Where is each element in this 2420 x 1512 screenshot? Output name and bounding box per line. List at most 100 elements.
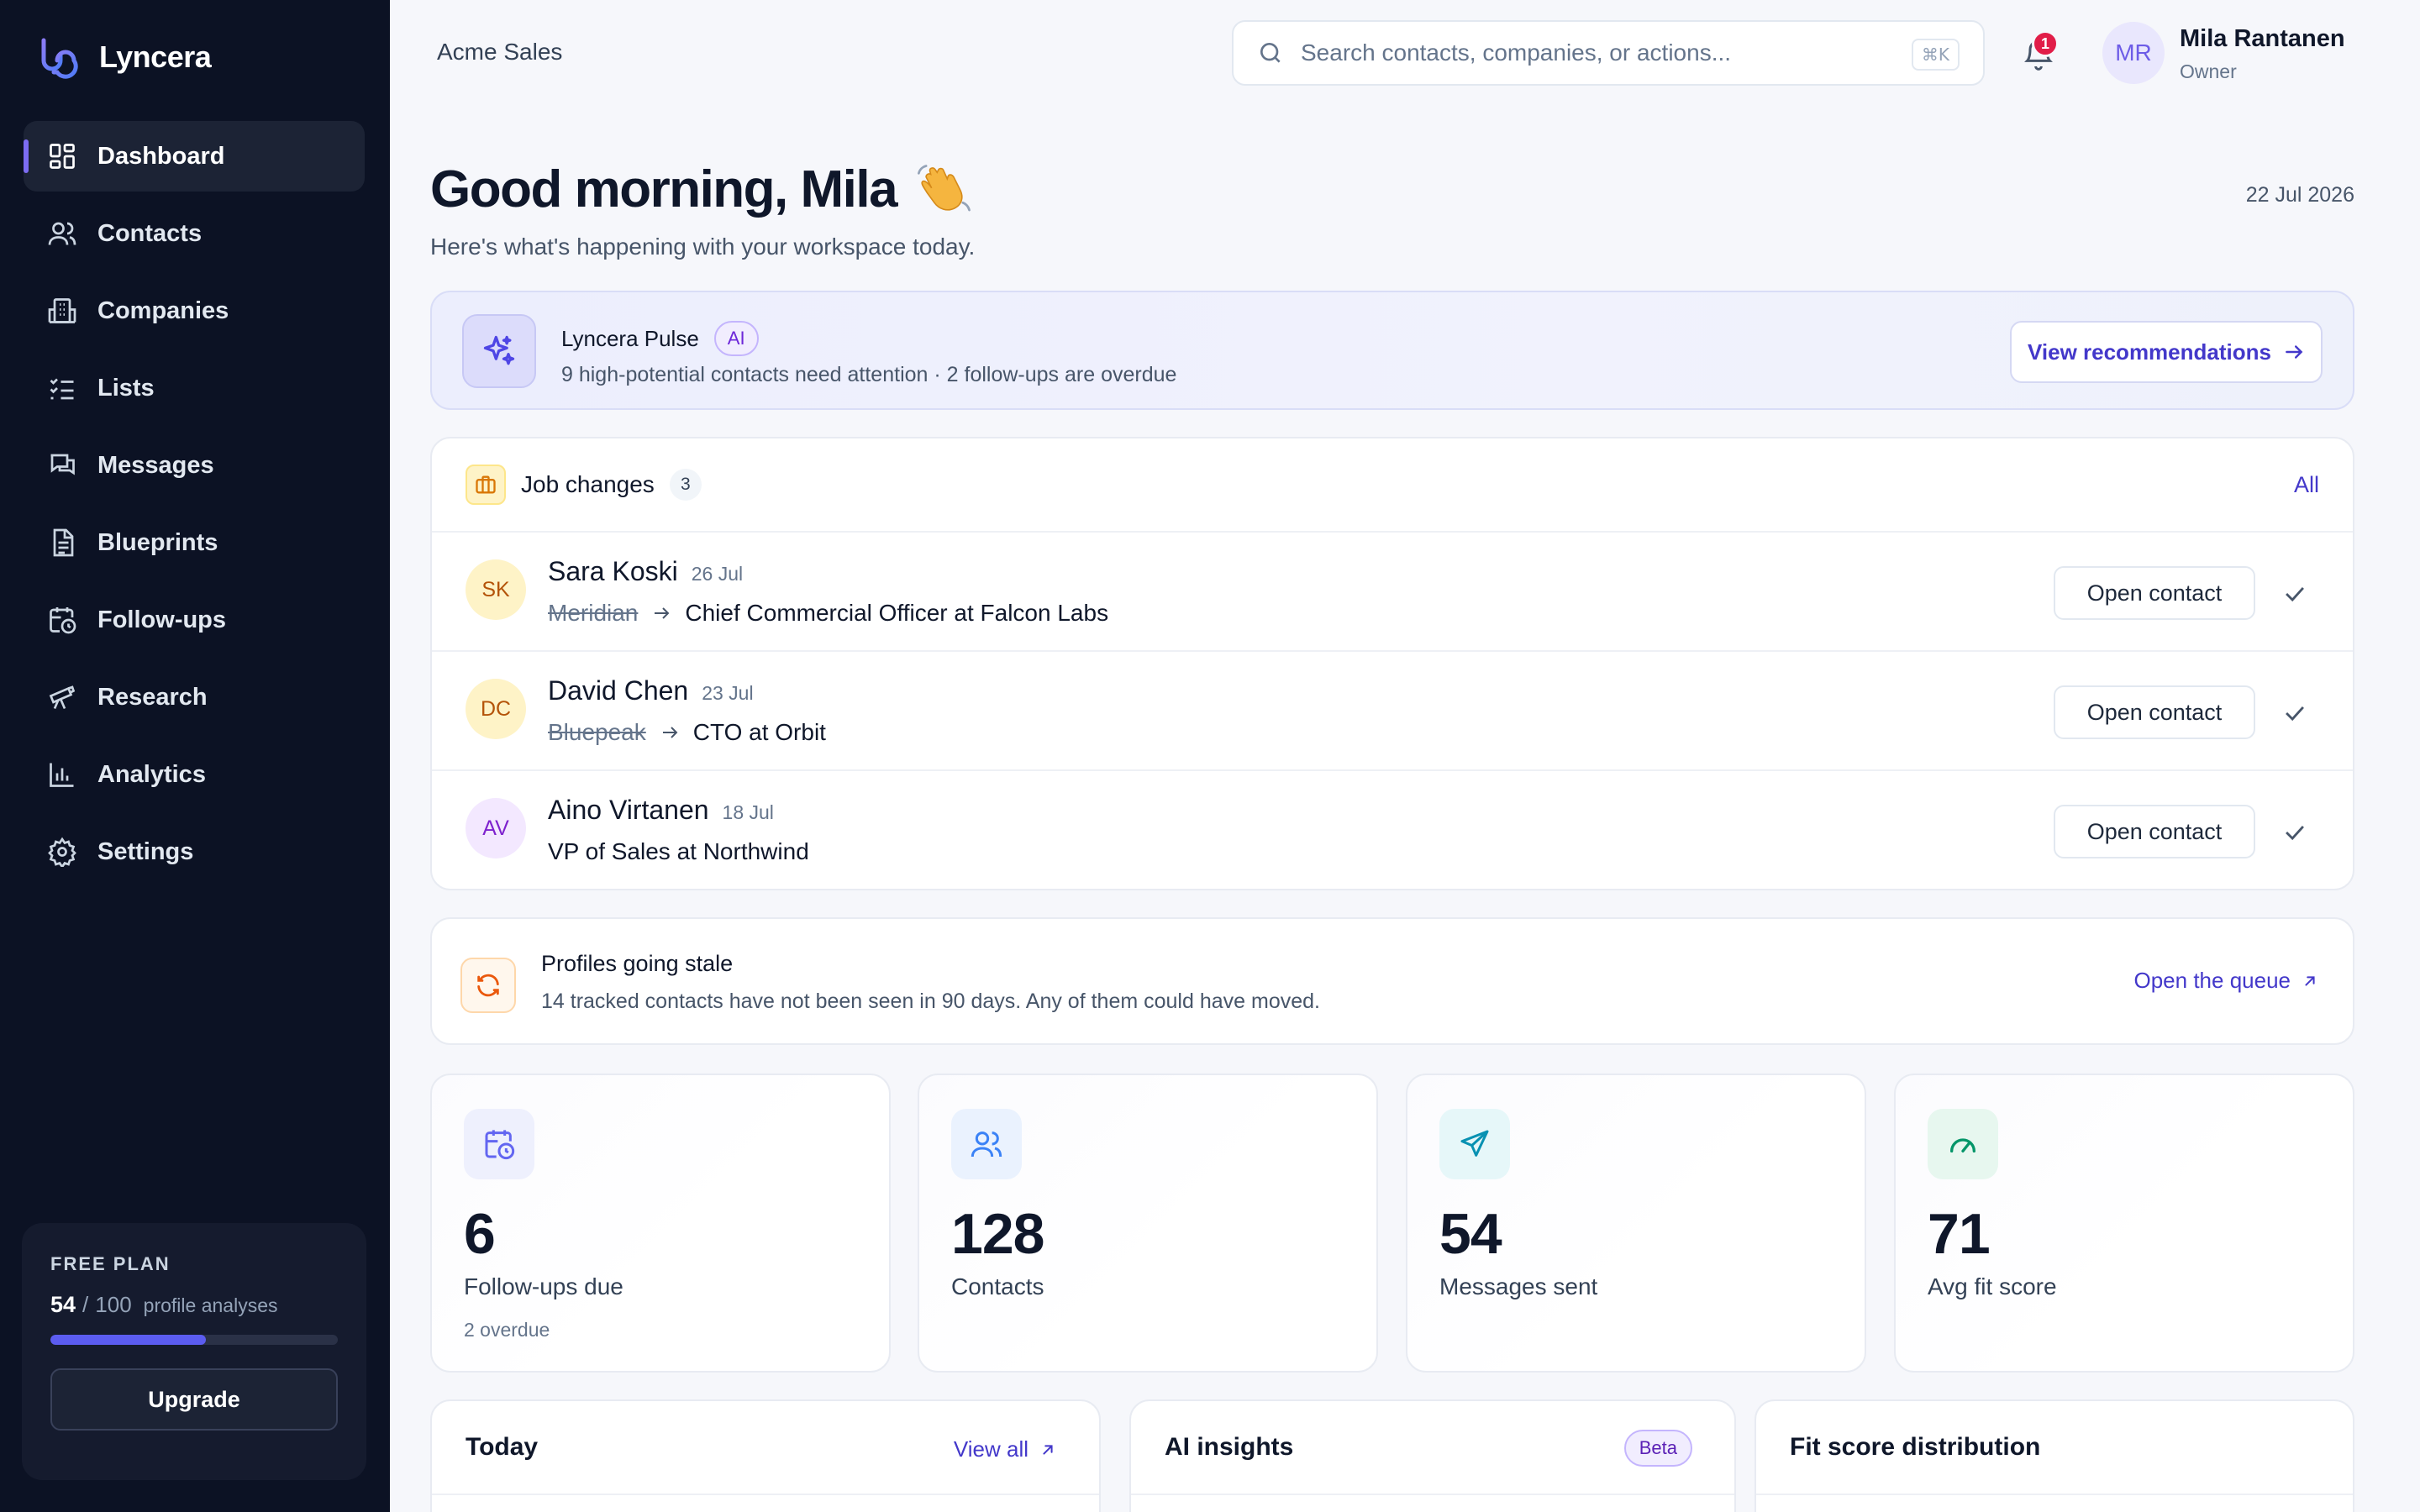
fit-score-panel: Fit score distribution (1754, 1399, 2354, 1512)
job-change-detail: Bluepeak CTO at Orbit (548, 719, 826, 746)
current-date: 22 Jul 2026 (2245, 183, 2354, 207)
telescope-icon (49, 685, 76, 710)
job-changes-all-link[interactable]: All (2293, 472, 2319, 497)
view-all-link[interactable]: View all (954, 1436, 1057, 1462)
ai-insights-panel: AI insights Beta (1129, 1399, 1736, 1512)
pulse-title: Lyncera Pulse AI (561, 321, 759, 356)
contact-name-text[interactable]: David Chen (548, 675, 689, 706)
stat-card-messages-sent[interactable]: 54 Messages sent (1406, 1074, 1866, 1373)
plan-progress-bar (50, 1335, 338, 1345)
pulse-title-text: Lyncera Pulse (561, 325, 699, 351)
search-input[interactable]: Search contacts, companies, or actions..… (1232, 20, 1985, 86)
open-queue-link[interactable]: Open the queue (2134, 968, 2320, 994)
stale-title: Profiles going stale (541, 951, 734, 976)
sidebar-item-label: Research (97, 683, 208, 711)
plan-card: FREE PLAN 54 / 100 profile analyses Upgr… (22, 1223, 366, 1480)
page-subtitle: Here's what's happening with your worksp… (430, 234, 976, 260)
contact-name: David Chen 23 Jul (548, 675, 754, 706)
stat-value: 71 (1928, 1202, 1991, 1266)
arrow-up-right-icon (1043, 1444, 1053, 1455)
plan-used: 54 (50, 1292, 76, 1317)
check-icon[interactable] (2281, 699, 2309, 727)
stat-label: Avg fit score (1928, 1273, 2057, 1299)
plan-limit: 100 (95, 1292, 132, 1317)
stat-value: 54 (1439, 1202, 1502, 1266)
notification-badge: 1 (2032, 30, 2059, 57)
plan-usage: 54 / 100 profile analyses (50, 1292, 338, 1318)
plan-progress-fill (50, 1335, 206, 1345)
sidebar-nav: Dashboard Contacts Companies Lists Messa… (24, 121, 365, 894)
beta-badge: Beta (1623, 1430, 1692, 1467)
gear-icon (48, 837, 76, 867)
sidebar-item-analytics[interactable]: Analytics (24, 739, 365, 810)
divider (1131, 1494, 1734, 1495)
job-change-detail: Meridian Chief Commercial Officer at Fal… (548, 600, 1108, 627)
users-icon (951, 1109, 1022, 1179)
divider (1756, 1494, 2353, 1495)
document-icon (53, 528, 74, 557)
avatar: AV (466, 798, 526, 858)
divider (432, 1494, 1099, 1495)
stat-card-follow-ups[interactable]: 6 Follow-ups due 2 overdue (430, 1074, 891, 1373)
sidebar-item-messages[interactable]: Messages (24, 430, 365, 501)
sidebar-item-settings[interactable]: Settings (24, 816, 365, 887)
upgrade-button[interactable]: Upgrade (50, 1368, 338, 1431)
sidebar-item-label: Messages (97, 451, 214, 479)
shortcut-hint: ⌘K (1911, 39, 1960, 71)
gauge-icon (1928, 1109, 1998, 1179)
brand[interactable]: Lyncera (37, 34, 212, 81)
stat-card-fit-score[interactable]: 71 Avg fit score (1894, 1074, 2354, 1373)
check-icon[interactable] (2281, 818, 2309, 847)
pulse-banner: Lyncera Pulse AI 9 high-potential contac… (430, 291, 2354, 410)
grid-icon (50, 144, 75, 169)
calendar-clock-icon (464, 1109, 534, 1179)
ai-insights-title: AI insights (1165, 1433, 1294, 1461)
avatar[interactable]: MR (2102, 22, 2165, 84)
user-role: Owner (2180, 60, 2237, 82)
contact-name: Aino Virtanen 18 Jul (548, 795, 774, 826)
open-contact-button[interactable]: Open contact (2054, 566, 2255, 620)
sidebar-item-follow-ups[interactable]: Follow-ups (24, 585, 365, 655)
search-icon (1260, 43, 1281, 63)
open-contact-button[interactable]: Open contact (2054, 805, 2255, 858)
avatar: DC (466, 679, 526, 739)
stat-card-contacts[interactable]: 128 Contacts (918, 1074, 1378, 1373)
sidebar-item-blueprints[interactable]: Blueprints (24, 507, 365, 578)
sidebar-item-label: Settings (97, 837, 194, 865)
sidebar-item-dashboard[interactable]: Dashboard (24, 121, 365, 192)
view-all-label: View all (953, 1436, 1028, 1462)
greeting-text: Good morning, Mila (430, 160, 898, 218)
open-contact-button[interactable]: Open contact (2054, 685, 2255, 739)
check-icon[interactable] (2281, 580, 2309, 608)
send-icon (1439, 1109, 1510, 1179)
sidebar-item-label: Companies (97, 297, 229, 324)
search-placeholder: Search contacts, companies, or actions..… (1301, 39, 1732, 66)
avatar: SK (466, 559, 526, 620)
sidebar-item-companies[interactable]: Companies (24, 276, 365, 346)
refresh-icon (460, 958, 516, 1013)
ai-badge: AI (713, 321, 759, 356)
arrow-up-right-icon (2305, 975, 2315, 986)
sidebar-item-contacts[interactable]: Contacts (24, 198, 365, 269)
previous-company: Meridian (548, 600, 639, 626)
job-change-row: DC David Chen 23 Jul Bluepeak CTO at Orb… (432, 652, 2353, 771)
sidebar: Lyncera Dashboard Contacts Companies Lis… (0, 0, 390, 1512)
change-date: 23 Jul (702, 682, 754, 704)
view-recommendations-button[interactable]: View recommendations (2010, 321, 2323, 383)
sidebar-item-lists[interactable]: Lists (24, 353, 365, 423)
users-icon (48, 222, 76, 245)
user-name[interactable]: Mila Rantanen (2180, 25, 2345, 52)
messages-icon (50, 454, 75, 475)
workspace-name[interactable]: Acme Sales (437, 39, 563, 65)
sidebar-item-research[interactable]: Research (24, 662, 365, 732)
sidebar-item-label: Lists (97, 374, 155, 402)
fit-score-title: Fit score distribution (1790, 1433, 2041, 1461)
new-role: CTO at Orbit (692, 719, 826, 745)
lyncera-logo-icon (41, 38, 78, 79)
plan-unit: profile analyses (143, 1294, 278, 1316)
contact-name-text[interactable]: Sara Koski (548, 556, 678, 586)
job-change-detail: VP of Sales at Northwind (548, 838, 809, 865)
sparkles-icon (462, 314, 536, 388)
job-changes-card: Job changes 3 All SK Sara Koski 26 Jul M… (430, 437, 2354, 890)
contact-name-text[interactable]: Aino Virtanen (548, 795, 709, 825)
